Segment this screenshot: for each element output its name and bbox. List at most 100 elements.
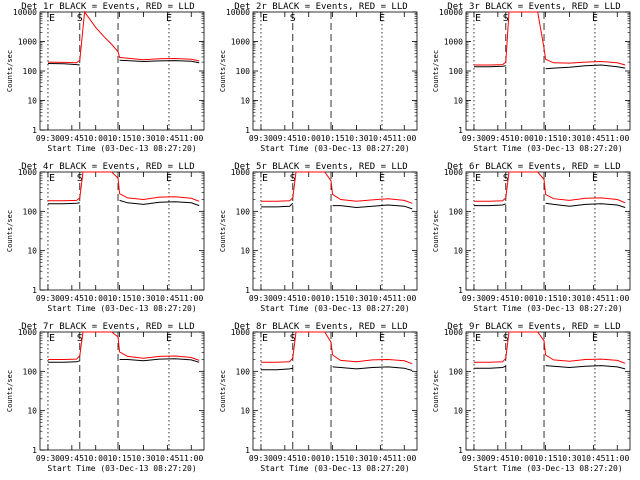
lld-series-line xyxy=(474,171,626,204)
x-tick-label: 10:30 xyxy=(344,134,368,143)
x-tick-label: 09:45 xyxy=(273,134,297,143)
lld-series-line xyxy=(261,331,413,365)
events-series-line xyxy=(119,199,200,207)
x-tick-label: 09:30 xyxy=(36,454,60,463)
x-tick-label: 10:30 xyxy=(344,454,368,463)
x-tick-label: 10:00 xyxy=(510,454,534,463)
lld-series-line xyxy=(261,171,413,204)
x-axis-label: Start Time (03-Dec-13 08:27:20) xyxy=(473,464,622,473)
y-axis-label: Counts/sec xyxy=(6,210,14,252)
x-axis-label: Start Time (03-Dec-13 08:27:20) xyxy=(47,144,196,153)
chart-panel: Det 4r BLACK = Events, RED = LLD 1 10 100 10… xyxy=(6,162,205,313)
plot-frame xyxy=(252,331,418,451)
x-tick-label: 09:45 xyxy=(273,454,297,463)
x-tick-label: 09:45 xyxy=(486,134,510,143)
y-tick-label: 1000 xyxy=(18,38,37,47)
y-tick-label: 10000 xyxy=(439,8,463,17)
y-tick-label: 100 xyxy=(23,367,38,376)
events-series-line xyxy=(261,367,293,371)
y-tick-label: 1 xyxy=(458,446,463,455)
interval-marker-label: S xyxy=(503,13,509,24)
y-tick-label: 1000 xyxy=(18,328,37,337)
chart-title: Det 3r BLACK = Events, RED = LLD xyxy=(447,2,620,12)
x-axis-label: Start Time (03-Dec-13 08:27:20) xyxy=(260,304,409,313)
x-tick-label: 10:15 xyxy=(534,134,558,143)
y-tick-label: 100 xyxy=(449,67,464,76)
y-tick-label: 10 xyxy=(453,97,463,106)
y-tick-label: 1 xyxy=(32,446,37,455)
interval-marker-label: S xyxy=(290,333,296,344)
x-tick-label: 11:00 xyxy=(179,454,203,463)
y-tick-label: 100 xyxy=(236,367,251,376)
x-tick-label: 10:30 xyxy=(131,294,155,303)
x-tick-label: 09:30 xyxy=(249,134,273,143)
x-tick-label: 10:15 xyxy=(108,134,132,143)
x-tick-label: 10:00 xyxy=(84,294,108,303)
y-tick-label: 100 xyxy=(23,67,38,76)
x-tick-label: 10:15 xyxy=(321,294,345,303)
x-tick-label: 10:15 xyxy=(108,454,132,463)
chart-title: Det 9r BLACK = Events, RED = LLD xyxy=(447,322,620,332)
x-tick-label: 09:30 xyxy=(249,454,273,463)
x-tick-label: 09:45 xyxy=(486,454,510,463)
x-tick-label: 09:30 xyxy=(462,454,486,463)
y-axis-label: Counts/sec xyxy=(219,370,227,412)
y-tick-label: 10 xyxy=(240,407,250,416)
chart-title: Det 5r BLACK = Events, RED = LLD xyxy=(234,162,407,172)
interval-marker-label: E xyxy=(475,333,481,344)
y-tick-label: 10 xyxy=(453,247,463,256)
x-tick-label: 10:45 xyxy=(368,134,392,143)
interval-marker-label: E xyxy=(166,173,172,184)
chart-panel: Det 8r BLACK = Events, RED = LLD 1 10 100 10… xyxy=(219,322,418,473)
x-tick-label: 10:45 xyxy=(581,454,605,463)
x-axis-label: Start Time (03-Dec-13 08:27:20) xyxy=(47,464,196,473)
y-tick-label: 100 xyxy=(449,207,464,216)
y-tick-label: 100 xyxy=(236,207,251,216)
x-tick-label: 10:15 xyxy=(108,294,132,303)
plot-frame xyxy=(39,11,205,131)
events-series-line xyxy=(474,365,506,369)
x-tick-label: 11:00 xyxy=(605,134,629,143)
x-tick-label: 10:00 xyxy=(297,454,321,463)
x-axis-label: Start Time (03-Dec-13 08:27:20) xyxy=(473,304,622,313)
interval-marker-label: E xyxy=(262,173,268,184)
x-tick-label: 11:00 xyxy=(179,134,203,143)
x-tick-label: 11:00 xyxy=(392,454,416,463)
interval-marker-label: S xyxy=(290,13,296,24)
chart-panel: Det 5r BLACK = Events, RED = LLD 1 10 100 10… xyxy=(219,162,418,313)
chart-title: Det 7r BLACK = Events, RED = LLD xyxy=(21,322,194,332)
interval-marker-label: S xyxy=(503,173,509,184)
y-tick-label: 1000 xyxy=(231,38,250,47)
x-tick-label: 10:45 xyxy=(368,294,392,303)
interval-marker-label: E xyxy=(262,13,268,24)
events-series-line xyxy=(119,358,200,363)
events-series-line xyxy=(261,202,294,208)
interval-marker-label: E xyxy=(379,173,385,184)
chart-title: Det 2r BLACK = Events, RED = LLD xyxy=(234,2,407,12)
plot-frame xyxy=(39,331,205,451)
y-tick-label: 1000 xyxy=(18,168,37,177)
x-tick-label: 09:45 xyxy=(273,294,297,303)
x-tick-label: 10:15 xyxy=(321,454,345,463)
y-tick-label: 1 xyxy=(32,286,37,295)
y-tick-label: 1 xyxy=(458,126,463,135)
interval-marker-label: E xyxy=(592,173,598,184)
x-tick-label: 10:45 xyxy=(155,454,179,463)
interval-marker-label: E xyxy=(592,333,598,344)
x-tick-label: 10:30 xyxy=(557,294,581,303)
x-tick-label: 10:45 xyxy=(581,134,605,143)
chart-panel: Det 7r BLACK = Events, RED = LLD 1 10 100 10… xyxy=(6,322,205,473)
x-tick-label: 09:45 xyxy=(486,294,510,303)
events-series-line xyxy=(119,59,200,64)
y-tick-label: 10000 xyxy=(13,8,37,17)
x-tick-label: 09:45 xyxy=(60,454,84,463)
x-tick-label: 10:30 xyxy=(344,294,368,303)
interval-marker-label: E xyxy=(379,13,385,24)
events-series-line xyxy=(545,365,626,370)
y-tick-label: 1000 xyxy=(444,168,463,177)
y-tick-label: 100 xyxy=(23,207,38,216)
chart-panel: Det 3r BLACK = Events, RED = LLD 1 10 100 10… xyxy=(432,2,631,153)
y-axis-label: Counts/sec xyxy=(432,370,440,412)
x-tick-label: 10:45 xyxy=(155,294,179,303)
